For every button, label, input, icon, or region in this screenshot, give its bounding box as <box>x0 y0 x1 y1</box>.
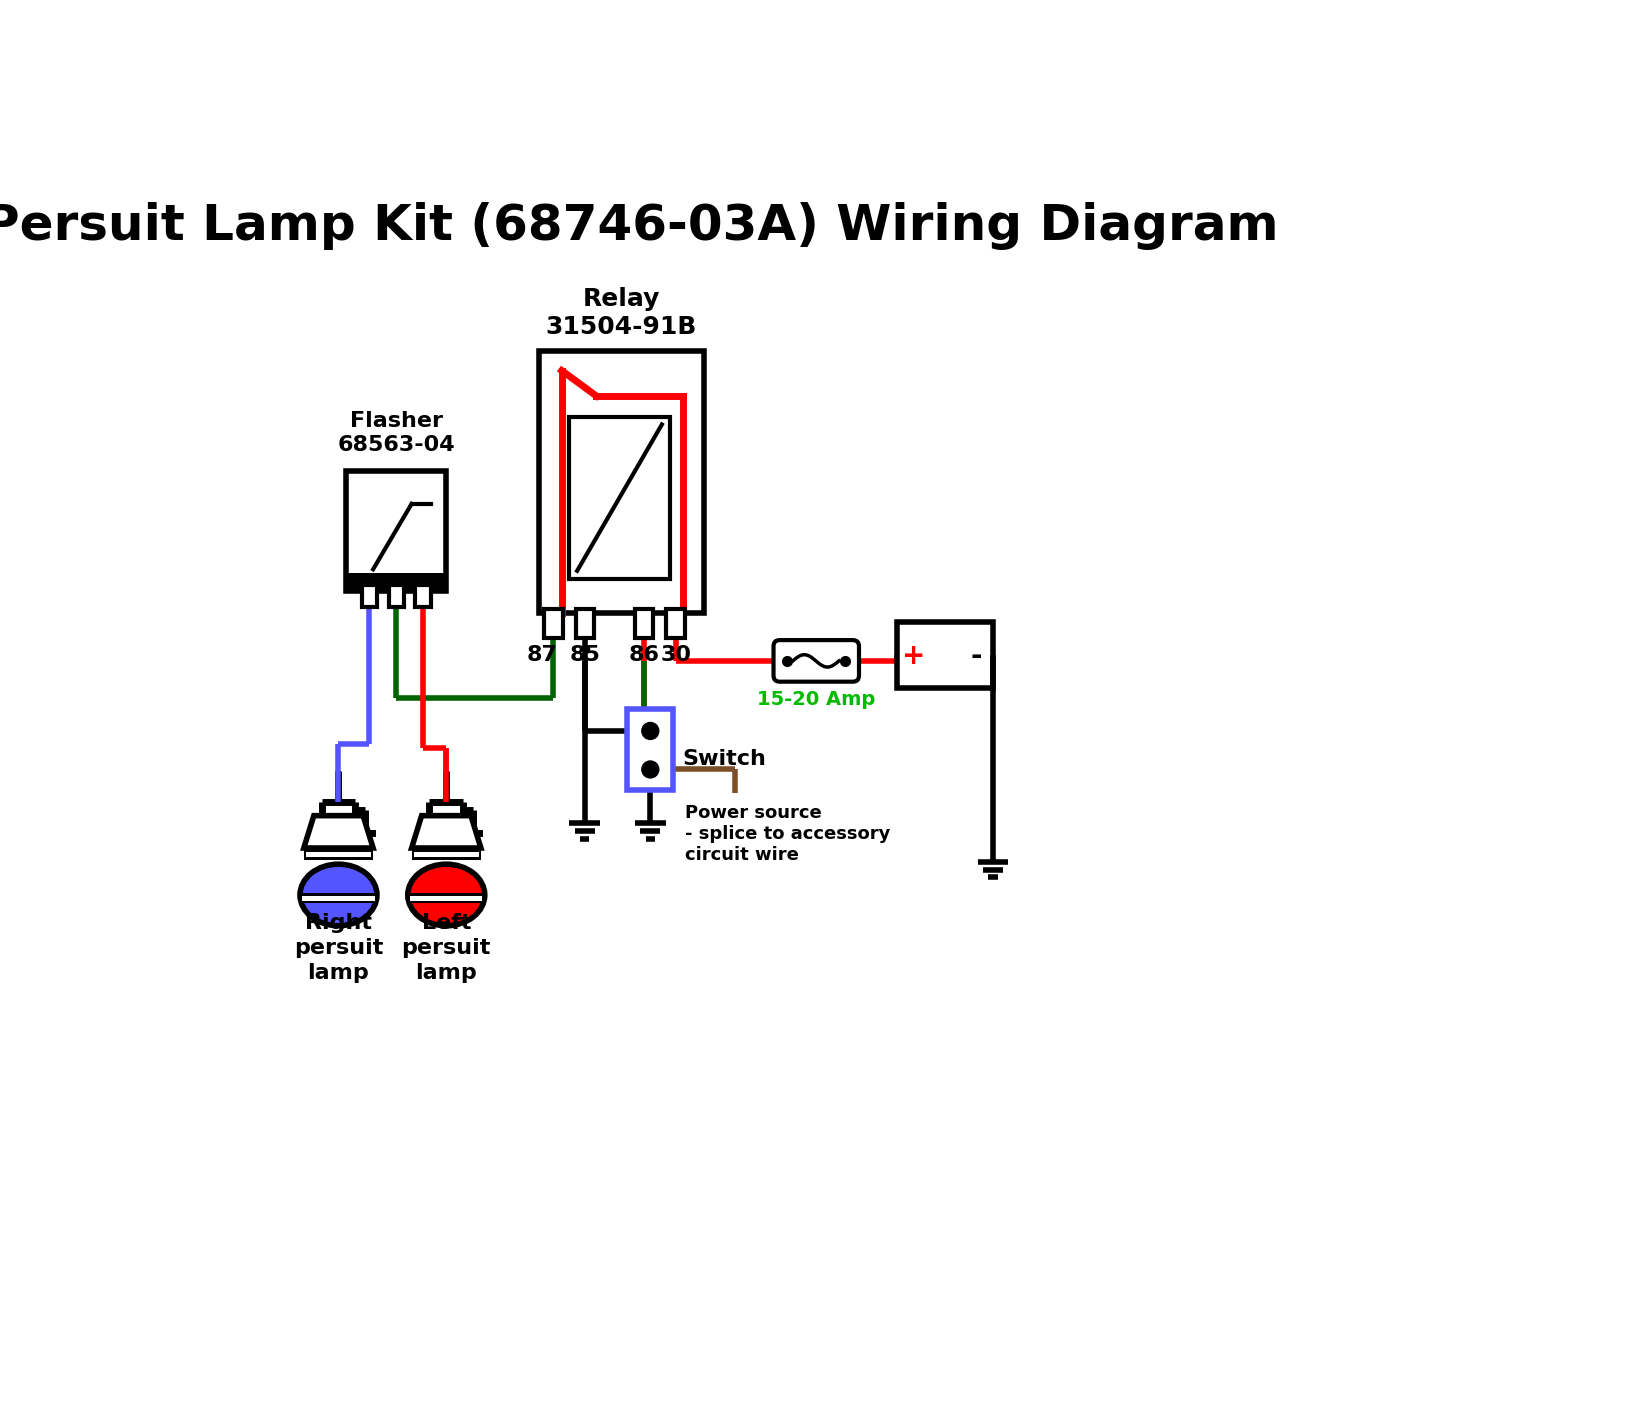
Text: Switch: Switch <box>682 748 767 768</box>
Bar <box>407 893 485 903</box>
Bar <box>576 609 594 638</box>
Ellipse shape <box>407 865 485 926</box>
Text: -: - <box>970 642 982 670</box>
Bar <box>570 417 669 578</box>
Bar <box>306 852 371 858</box>
Bar <box>347 574 446 591</box>
Circle shape <box>641 761 659 778</box>
Bar <box>361 585 378 606</box>
Bar <box>544 609 563 638</box>
Bar <box>303 896 374 902</box>
Text: Flasher
68563-04: Flasher 68563-04 <box>337 412 456 454</box>
Bar <box>627 710 674 791</box>
FancyBboxPatch shape <box>773 640 860 682</box>
Bar <box>410 896 482 902</box>
Bar <box>414 852 479 858</box>
Text: Power source
- splice to accessory
circuit wire: Power source - splice to accessory circu… <box>685 804 891 863</box>
Text: Persuit Lamp Kit (68746-03A) Wiring Diagram: Persuit Lamp Kit (68746-03A) Wiring Diag… <box>0 202 1280 250</box>
Polygon shape <box>304 815 373 848</box>
Text: +: + <box>902 642 925 670</box>
Bar <box>539 351 705 613</box>
Text: 87: 87 <box>527 645 558 665</box>
Text: 15-20 Amp: 15-20 Amp <box>757 690 874 709</box>
Bar <box>415 585 431 606</box>
Polygon shape <box>412 815 480 848</box>
Text: 85: 85 <box>570 645 601 665</box>
Bar <box>347 471 446 591</box>
Bar <box>412 848 480 861</box>
Text: Left
persuit
lamp: Left persuit lamp <box>402 913 492 983</box>
Text: 30: 30 <box>661 645 692 665</box>
Bar <box>635 609 653 638</box>
Text: Relay
31504-91B: Relay 31504-91B <box>545 287 697 339</box>
Circle shape <box>641 723 659 740</box>
Text: 86: 86 <box>628 645 659 665</box>
Bar <box>666 609 685 638</box>
Text: Right
persuit
lamp: Right persuit lamp <box>293 913 383 983</box>
Ellipse shape <box>300 865 378 926</box>
Bar <box>300 893 378 903</box>
Bar <box>304 848 373 861</box>
Bar <box>897 622 993 687</box>
Bar <box>389 585 404 606</box>
